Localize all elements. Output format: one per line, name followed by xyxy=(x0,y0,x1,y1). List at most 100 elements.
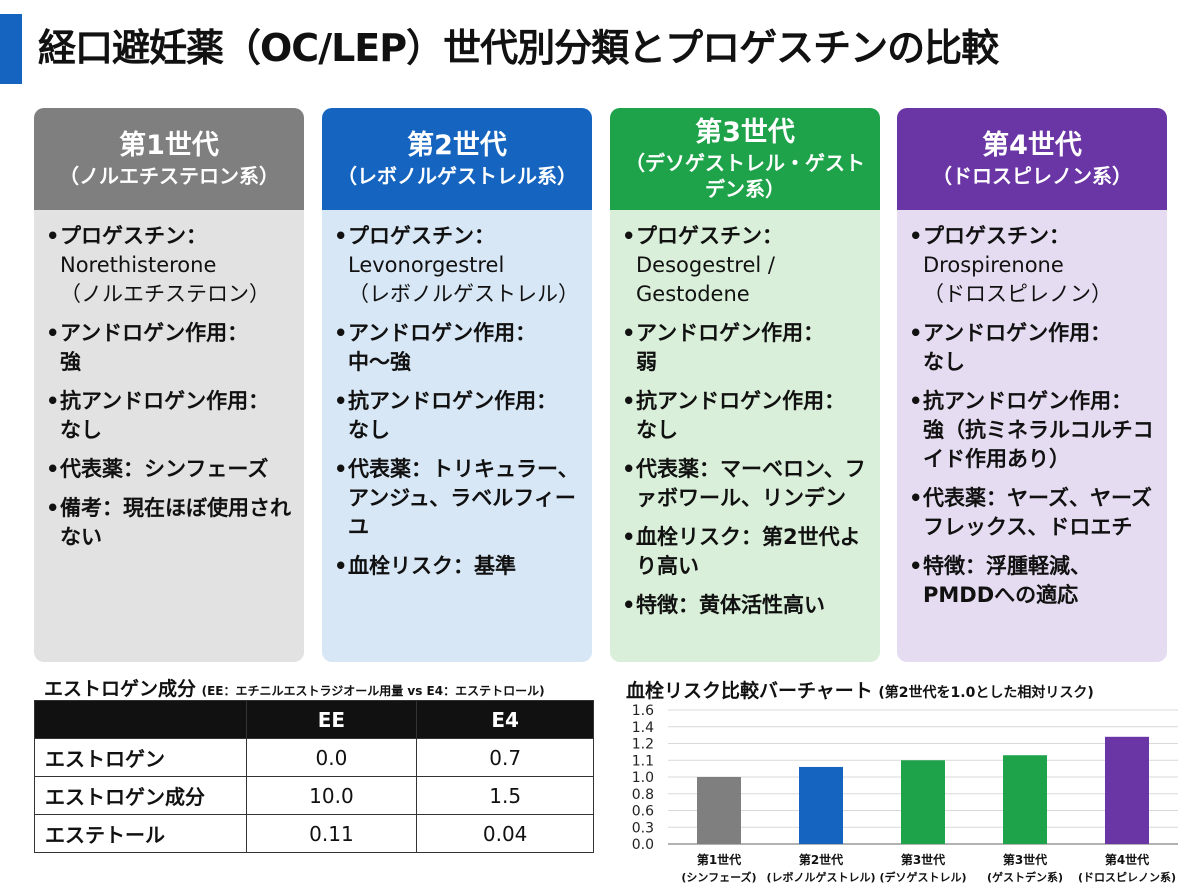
item-value: なし xyxy=(348,418,390,442)
generation-header: 第1世代 （ノルエチステロン系） xyxy=(34,108,304,210)
bullet: • xyxy=(622,321,636,345)
table-header-row: EE E4 xyxy=(34,700,594,739)
x-tick-label: 第2世代 xyxy=(799,852,843,867)
list-item: • 備考：現在ほぼ使用されない xyxy=(46,494,294,552)
item-value: Levonorgestrel （レボノルゲストレル） xyxy=(348,253,579,306)
item-label: 代表薬： xyxy=(923,486,1007,510)
item-value: 強 xyxy=(60,350,81,374)
item-label: 特徴： xyxy=(923,554,986,578)
table-cell: 1.5 xyxy=(416,776,594,815)
bullet: • xyxy=(909,486,923,510)
item-label: アンドロゲン作用： xyxy=(923,321,1112,345)
generation-header: 第4世代 （ドロスピレノン系） xyxy=(897,108,1167,210)
item-value: トリキュラー、アンジュ、ラベルフィーユ xyxy=(348,457,579,539)
list-item: • 代表薬：マーベロン、ファボワール、リンデン xyxy=(622,455,870,513)
generation-card-2: 第2世代 （レボノルゲストレル系） • プロゲスチン： Levonorgestrel… xyxy=(322,108,592,662)
estrogen-table-heading: エストロゲン成分 xyxy=(44,678,197,700)
list-item: • 代表薬：シンフェーズ xyxy=(46,455,294,484)
y-tick-label: 0.6 xyxy=(632,804,654,820)
table-header-cell xyxy=(34,700,247,739)
x-tick-label: 第4世代 xyxy=(1105,852,1149,867)
table-header-cell: E4 xyxy=(416,700,594,739)
item-value: なし xyxy=(923,350,965,374)
bullet: • xyxy=(334,224,348,248)
table-cell: 0.0 xyxy=(245,738,418,777)
item-value: Desogestrel / Gestodene xyxy=(636,253,775,306)
bullet: • xyxy=(46,224,60,248)
generation-subtitle: （レボノルゲストレル系） xyxy=(337,164,577,188)
table-header-cell: EE xyxy=(245,700,418,739)
title-accent-bar xyxy=(0,14,22,84)
bullet: • xyxy=(909,321,923,345)
estrogen-table-note: (EE：エチニルエストラジオール用量 vs E4：エステトロール) xyxy=(201,684,545,698)
bullet: • xyxy=(46,496,60,520)
item-label: 代表薬： xyxy=(348,457,432,481)
list-item: • 抗アンドロゲン作用： なし xyxy=(622,387,870,445)
y-tick-label: 0.0 xyxy=(632,837,654,853)
table-row: エステトール 0.11 0.04 xyxy=(34,814,594,853)
bullet: • xyxy=(622,525,636,549)
generation-subtitle: （ドロスピレノン系） xyxy=(932,164,1132,188)
estrogen-table: EE E4 エストロゲン 0.0 0.7 エストロゲン成分 10.0 1.5 エ… xyxy=(34,700,594,853)
list-item: • 特徴：黄体活性高い xyxy=(622,591,870,620)
x-tick-label: 第3世代 xyxy=(1003,852,1047,867)
generation-name: 第2世代 xyxy=(407,130,507,161)
bullet: • xyxy=(334,457,348,481)
table-row: エストロゲン 0.0 0.7 xyxy=(34,738,594,777)
list-item: • 代表薬：ヤーズ、ヤーズフレックス、ドロエチ xyxy=(909,484,1157,542)
list-item: • 代表薬：トリキュラー、アンジュ、ラベルフィーユ xyxy=(334,455,582,542)
generation-name: 第3世代 xyxy=(695,117,795,148)
generation-items: • プロゲスチン： Desogestrel / Gestodene • アンドロゲン作… xyxy=(610,210,880,620)
x-tick-sublabel: (ゲストデン系) xyxy=(987,870,1063,884)
bullet: • xyxy=(909,389,923,413)
list-item: • アンドロゲン作用： 強 xyxy=(46,319,294,377)
item-value: マーベロン、ファボワール、リンデン xyxy=(636,457,866,510)
item-value: 浮腫軽減、PMDDへの適応 xyxy=(923,554,1091,607)
item-label: 血栓リスク： xyxy=(348,554,474,578)
item-label: 抗アンドロゲン作用： xyxy=(923,389,1133,413)
item-label: 代表薬： xyxy=(636,457,720,481)
bar xyxy=(1003,755,1047,844)
bullet: • xyxy=(622,389,636,413)
generation-name: 第1世代 xyxy=(119,130,219,161)
list-item: • プロゲスチン： Desogestrel / Gestodene xyxy=(622,222,870,309)
item-value: 基準 xyxy=(474,554,516,578)
list-item: • 抗アンドロゲン作用： 強（抗ミネラルコルチコイド作用あり） xyxy=(909,387,1157,474)
generation-items: • プロゲスチン： Drospirenone （ドロスピレノン） • アンドロゲン作用… xyxy=(897,210,1167,610)
item-value: シンフェーズ xyxy=(144,457,269,481)
generation-subtitle: （デソゲストレル・ゲストデン系） xyxy=(625,151,865,201)
generation-items: • プロゲスチン： Levonorgestrel （レボノルゲストレル） • アンドロ… xyxy=(322,210,592,581)
x-tick-sublabel: (デソゲストレル) xyxy=(879,870,966,884)
item-label: 備考： xyxy=(60,496,123,520)
item-label: プロゲスチン： xyxy=(636,224,783,248)
item-label: プロゲスチン： xyxy=(923,224,1070,248)
y-tick-label: 1.0 xyxy=(632,770,654,786)
generation-name: 第4世代 xyxy=(982,130,1082,161)
item-value: なし xyxy=(636,418,678,442)
bar xyxy=(697,777,741,844)
generation-card-3: 第3世代 （デソゲストレル・ゲストデン系） • プロゲスチン： Desogestre… xyxy=(610,108,880,662)
y-tick-label: 1.1 xyxy=(632,753,654,769)
list-item: • 特徴：浮腫軽減、PMDDへの適応 xyxy=(909,552,1157,610)
y-tick-label: 0.3 xyxy=(632,820,654,836)
chart-heading: 血栓リスク比較バーチャート xyxy=(626,680,873,702)
generation-header: 第3世代 （デソゲストレル・ゲストデン系） xyxy=(610,108,880,210)
item-label: プロゲスチン： xyxy=(348,224,495,248)
x-tick-sublabel: (レボノルゲストレル) xyxy=(766,870,875,884)
bar xyxy=(901,760,945,844)
item-label: 抗アンドロゲン作用： xyxy=(636,389,846,413)
table-cell: 10.0 xyxy=(245,776,418,815)
item-value: Norethisterone （ノルエチステロン） xyxy=(60,253,270,306)
y-tick-label: 0.8 xyxy=(632,787,654,803)
item-label: アンドロゲン作用： xyxy=(348,321,537,345)
list-item: • 抗アンドロゲン作用： なし xyxy=(46,387,294,445)
list-item: • 抗アンドロゲン作用： なし xyxy=(334,387,582,445)
page-title: 経口避妊薬（OC/LEP）世代別分類とプロゲスチンの比較 xyxy=(38,26,999,70)
list-item: • アンドロゲン作用： 弱 xyxy=(622,319,870,377)
x-tick-label: 第3世代 xyxy=(901,852,945,867)
bullet: • xyxy=(622,224,636,248)
list-item: • アンドロゲン作用： 中〜強 xyxy=(334,319,582,377)
list-item: • プロゲスチン： Drospirenone （ドロスピレノン） xyxy=(909,222,1157,309)
list-item: • アンドロゲン作用： なし xyxy=(909,319,1157,377)
item-value: 黄体活性高い xyxy=(699,593,825,617)
